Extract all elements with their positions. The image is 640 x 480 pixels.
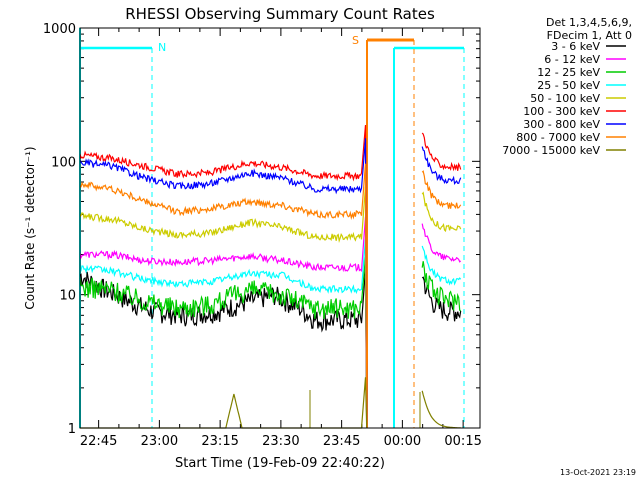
y-tick-label: 100 [51, 155, 76, 170]
series-line [79, 216, 368, 429]
plot-frame [79, 27, 481, 429]
y-tick-label: 1 [68, 422, 76, 437]
series-line-after [421, 276, 462, 322]
series-line-after [421, 132, 462, 172]
chart-legend: Det 1,3,4,5,6,9,FDecim 1, Att 03 - 6 keV… [502, 16, 632, 157]
legend-label: 50 - 100 keV [530, 92, 600, 105]
y-axis-ticks: 1 10 100 1000 [43, 22, 480, 437]
legend-label: 12 - 25 keV [537, 66, 600, 79]
night-label: N [158, 41, 166, 54]
series-line-after [421, 245, 462, 286]
series-line-after [421, 223, 462, 263]
y-tick-label: 1000 [43, 22, 76, 37]
series-line-after [421, 146, 462, 185]
x-axis-ticks: 22:45 23:00 23:15 23:30 23:45 00:00 00:15 [80, 28, 482, 449]
legend-label: 25 - 50 keV [537, 79, 600, 92]
series-line-after [421, 191, 462, 233]
chart-title: RHESSI Observing Summary Count Rates [125, 5, 435, 23]
x-tick-label: 23:00 [141, 434, 178, 449]
legend-label: 3 - 6 keV [551, 40, 600, 53]
x-tick-label: 23:45 [323, 434, 360, 449]
saa-label: S [352, 34, 359, 47]
legend-header: Det 1,3,4,5,6,9, [546, 16, 632, 29]
legend-header: FDecim 1, Att 0 [547, 29, 632, 42]
x-tick-label: 22:45 [80, 434, 117, 449]
x-tick-label: 23:30 [262, 434, 299, 449]
series-line [79, 138, 368, 429]
legend-label: 800 - 7000 keV [516, 131, 600, 144]
legend-label: 100 - 300 keV [523, 105, 600, 118]
x-tick-label: 23:15 [201, 434, 238, 449]
y-axis-label: Count Rate (s⁻¹ detector⁻¹) [23, 146, 37, 309]
series-line [79, 186, 368, 429]
series-line-after [421, 261, 462, 312]
series-line [79, 268, 368, 429]
legend-label: 7000 - 15000 keV [502, 144, 600, 157]
x-tick-label: 00:15 [444, 434, 481, 449]
series-line-after [421, 170, 462, 210]
footer-date: 13-Oct-2021 23:19 [560, 468, 636, 477]
series-line [79, 163, 368, 429]
x-axis-label: Start Time (19-Feb-09 22:40:22) [175, 456, 385, 471]
legend-label: 6 - 12 keV [544, 53, 600, 66]
legend-label: 300 - 800 keV [523, 118, 600, 131]
series-line [79, 256, 368, 429]
x-tick-label: 00:00 [384, 434, 421, 449]
series-line [79, 238, 368, 429]
series-line [79, 124, 368, 429]
y-tick-label: 10 [59, 289, 76, 304]
